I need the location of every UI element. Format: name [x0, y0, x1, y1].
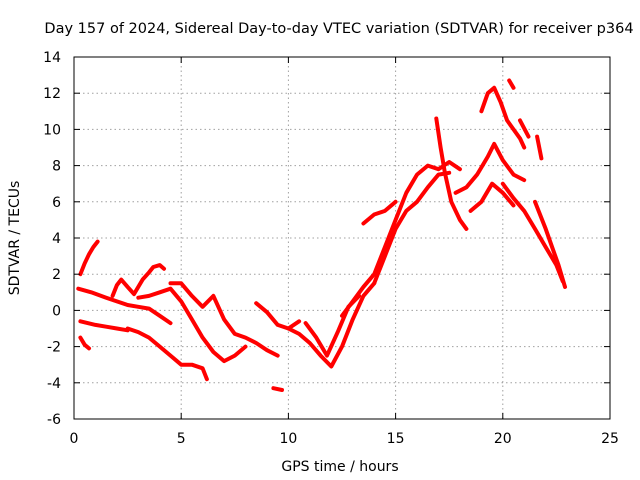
x-axis-label: GPS time / hours	[281, 459, 398, 475]
series-track-h-markers	[170, 282, 278, 357]
y-tick-label: 6	[52, 195, 61, 211]
chart-grid	[74, 57, 610, 419]
series-track-o-markers	[362, 201, 397, 224]
y-tick-label: -4	[47, 376, 61, 392]
axis-tick-labels: 0 5 10 15 20 25 -6 -4 -2 0 2 4 6 8 10 12 14	[43, 50, 619, 447]
series-track-s	[479, 85, 527, 150]
y-tick-label: 8	[52, 159, 61, 175]
x-tick-label: 15	[387, 431, 405, 447]
x-tick-label: 10	[279, 431, 297, 447]
series-track-e-markers	[111, 264, 165, 297]
series-track-x-markers	[534, 201, 566, 288]
y-tick-label: 2	[52, 267, 61, 283]
series-track-c-markers	[80, 320, 128, 331]
series-track-q-markers	[455, 142, 525, 194]
y-tick-label: 12	[43, 86, 61, 102]
series-track-k-markers	[288, 282, 375, 368]
x-tick-label: 25	[601, 431, 619, 447]
y-tick-label: 14	[43, 50, 61, 66]
chart-title: Day 157 of 2024, Sidereal Day-to-day VTE…	[44, 21, 633, 37]
series-track-a-markers	[79, 241, 99, 275]
y-tick-label: 4	[52, 231, 61, 247]
axis-ticks	[73, 56, 611, 420]
series-track-d-markers	[78, 288, 171, 324]
y-axis-label: SDTVAR / TECUs	[7, 181, 23, 296]
series-track-b-markers	[79, 337, 90, 349]
x-tick-label: 5	[177, 431, 186, 447]
series-track-j-markers	[273, 387, 283, 391]
x-tick-label: 0	[70, 431, 79, 447]
series-track-t-markers	[508, 80, 515, 89]
series-track-g-markers	[138, 287, 246, 362]
series-track-u-markers	[519, 120, 530, 137]
y-tick-label: -6	[47, 412, 61, 428]
x-tick-label: 20	[494, 431, 512, 447]
series-track-m-markers	[341, 161, 461, 317]
series-track-r-markers	[470, 182, 514, 212]
y-tick-label: 10	[43, 122, 61, 138]
y-tick-label: -2	[47, 340, 61, 356]
data-series-layer	[76, 78, 567, 392]
series-track-p-markers	[435, 118, 467, 230]
y-tick-label: 0	[52, 303, 61, 319]
series-track-n-markers	[373, 172, 450, 284]
series-track-i-markers	[255, 302, 300, 330]
series-track-v-markers	[536, 136, 543, 159]
series-track-f-markers	[127, 327, 208, 380]
